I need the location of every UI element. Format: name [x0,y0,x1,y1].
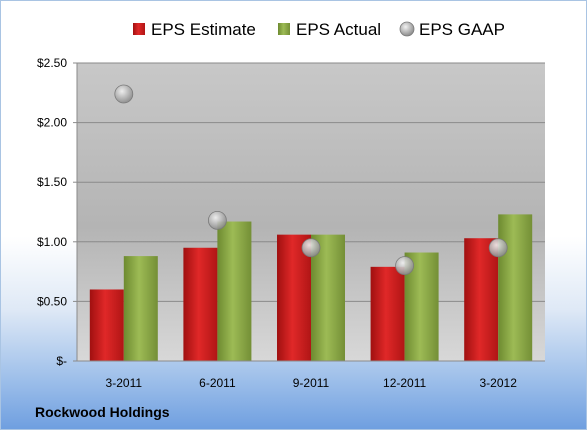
y-tick-label: $- [56,354,67,368]
x-tick-label: 6-2011 [199,376,236,390]
bar-eps-estimate [277,234,311,361]
bar-eps-actual [311,234,345,361]
legend-swatch-eps-actual [278,23,290,35]
bar-eps-actual [123,256,158,361]
y-tick-label: $2.00 [37,116,67,130]
company-label: Rockwood Holdings [35,404,170,420]
y-tick-label: $1.50 [37,175,67,189]
legend-label: EPS GAAP [419,20,505,39]
bar-eps-actual [498,214,533,361]
gaap-marker [488,238,508,258]
gaap-marker [301,238,321,258]
legend-swatch-eps-gaap [399,21,415,37]
legend-swatch-eps-estimate [133,23,145,35]
x-tick-label: 3-2011 [106,376,143,390]
gaap-marker [395,256,415,276]
legend-label: EPS Actual [296,20,381,39]
y-axis-ticks: $- $0.50 $1.00 $1.50 $2.00 $2.50 [37,56,78,368]
x-tick-label: 12-2011 [383,376,426,390]
x-axis-ticks: 3-2011 6-2011 9-2011 12-2011 3-2012 [77,360,545,390]
bar-eps-estimate [183,247,218,361]
x-tick-label: 9-2011 [293,376,330,390]
gaap-markers [114,84,508,276]
x-tick-label: 3-2012 [480,376,518,390]
y-tick-label: $2.50 [37,56,67,70]
bar-eps-actual [217,221,252,361]
bars [89,214,533,361]
y-tick-label: $1.00 [37,235,67,249]
y-tick-label: $0.50 [37,294,67,308]
legend: EPS Estimate EPS Actual EPS GAAP [133,20,505,39]
legend-label: EPS Estimate [151,20,256,39]
bar-eps-estimate [89,289,124,361]
bar-eps-estimate [370,266,405,361]
bar-eps-estimate [464,238,499,361]
gaap-marker [207,210,227,230]
gaap-marker [114,84,134,104]
